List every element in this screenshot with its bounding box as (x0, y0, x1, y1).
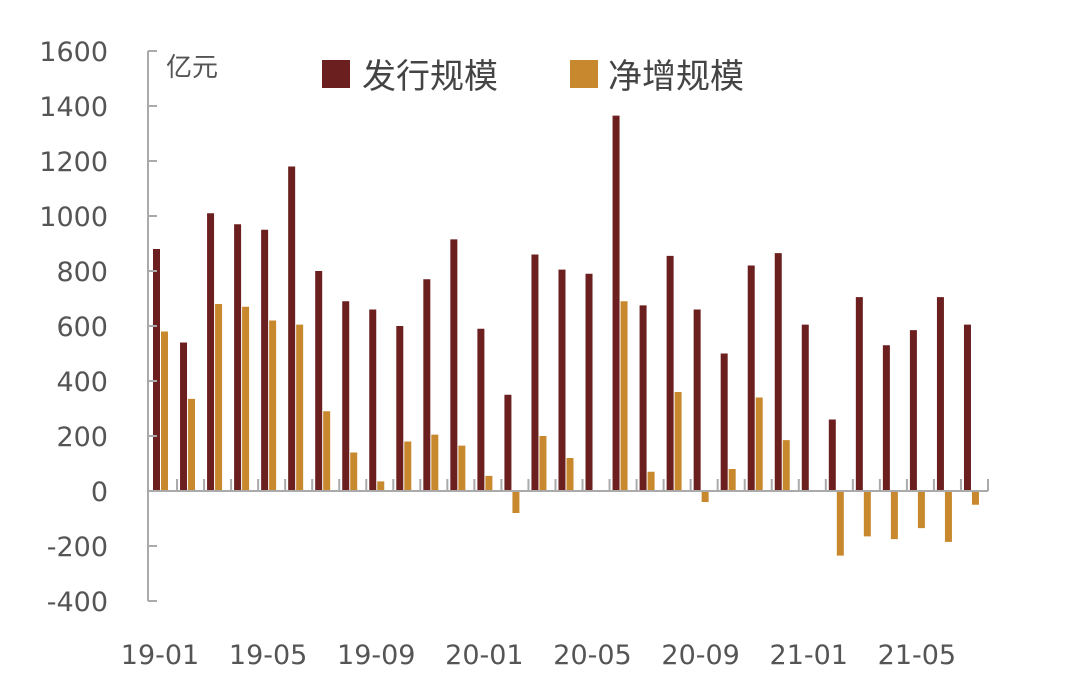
net-increase-bar (215, 304, 223, 491)
y-tick-label: 1400 (39, 92, 108, 123)
issue-bar (693, 309, 701, 491)
issue-bar (396, 326, 404, 491)
net-increase-bar (620, 301, 628, 491)
net-increase-bar (458, 445, 466, 491)
net-increase-bar (539, 436, 547, 491)
issue-bar (261, 229, 269, 491)
net-increase-bar (161, 331, 168, 491)
issue-bar (288, 166, 296, 491)
issue-bar (153, 249, 160, 491)
net-increase-bar (377, 481, 385, 491)
issue-bar (855, 297, 863, 491)
x-tick-label: 20-01 (445, 640, 523, 671)
net-increase-bar (323, 411, 331, 491)
y-ticks-group: -400 -200 0 200 400 600 800 1000 1200 1400 1600 (39, 37, 157, 618)
legend: 发行规模 净增规模 (322, 57, 744, 97)
issue-bar (450, 239, 458, 491)
y-tick-label: 1000 (39, 202, 108, 233)
issue-bar (558, 269, 566, 491)
y-tick-label: 0 (91, 477, 108, 508)
x-tick-label: 19-01 (121, 640, 199, 671)
issue-bar (909, 330, 917, 491)
net-increase-bar (485, 475, 493, 491)
issue-bar (234, 224, 242, 491)
issue-bar (531, 254, 539, 491)
net-increase-bar (890, 491, 898, 540)
issue-bar (423, 279, 431, 491)
net-increase-bar (971, 491, 979, 505)
net-increase-bar (782, 440, 790, 491)
legend-swatch (570, 60, 598, 88)
issue-bar (936, 297, 944, 491)
net-increase-bar (242, 306, 250, 491)
issue-bar (747, 265, 755, 491)
net-increase-bar (350, 452, 358, 491)
net-increase-bar (836, 491, 844, 556)
issue-bar (315, 271, 323, 491)
x-tick-label: 20-09 (661, 640, 739, 671)
y-tick-label: 800 (56, 257, 108, 288)
legend-swatch (322, 60, 350, 88)
x-tick-label: 19-09 (337, 640, 415, 671)
x-tick-label: 21-05 (878, 640, 956, 671)
issue-bar (477, 328, 485, 491)
x-ticks-group: 19-01 19-05 19-09 20-01 20-05 20-09 21-01 21-05 (121, 479, 989, 671)
issue-bar (639, 305, 647, 491)
net-increase-bar (944, 491, 952, 542)
y-tick-label: 600 (56, 312, 108, 343)
net-increase-bar (431, 434, 439, 491)
issue-bar (720, 353, 728, 491)
net-increase-bar (404, 441, 412, 491)
net-increase-bar (917, 491, 925, 529)
issue-bar (342, 301, 350, 491)
issue-bar (180, 342, 188, 491)
net-increase-bar (755, 397, 763, 491)
y-tick-label: 200 (56, 422, 108, 453)
y-tick-label: -200 (47, 532, 108, 563)
net-increase-bar (728, 469, 736, 491)
y-tick-label: -400 (47, 587, 108, 618)
net-increase-bar (512, 491, 520, 513)
y-tick-label: 400 (56, 367, 108, 398)
issue-bar (207, 213, 215, 491)
y-tick-label: 1600 (39, 37, 108, 68)
issue-bar (774, 253, 782, 491)
unit-label: 亿元 (166, 53, 218, 83)
legend-label: 净增规模 (608, 57, 744, 97)
bars-group (153, 115, 979, 556)
issue-bar (882, 345, 890, 491)
net-increase-bar (674, 392, 682, 491)
y-tick-label: 1200 (39, 147, 108, 178)
issue-bar (585, 273, 593, 491)
issue-bar (612, 115, 620, 491)
x-tick-label: 21-01 (770, 640, 848, 671)
issue-bar (504, 394, 512, 491)
issue-bar (369, 309, 377, 491)
net-increase-bar (701, 491, 709, 502)
issue-bar (828, 419, 836, 491)
legend-label: 发行规模 (362, 57, 498, 97)
issue-bar (963, 324, 971, 491)
x-tick-label: 19-05 (229, 640, 307, 671)
net-increase-bar (863, 491, 871, 537)
x-tick-label: 20-05 (553, 640, 631, 671)
net-increase-bar (269, 320, 277, 491)
net-increase-bar (188, 398, 196, 491)
net-increase-bar (566, 458, 574, 491)
issue-bar (666, 255, 674, 491)
net-increase-bar (647, 471, 655, 491)
issue-bar (801, 324, 809, 491)
net-increase-bar (296, 324, 304, 491)
